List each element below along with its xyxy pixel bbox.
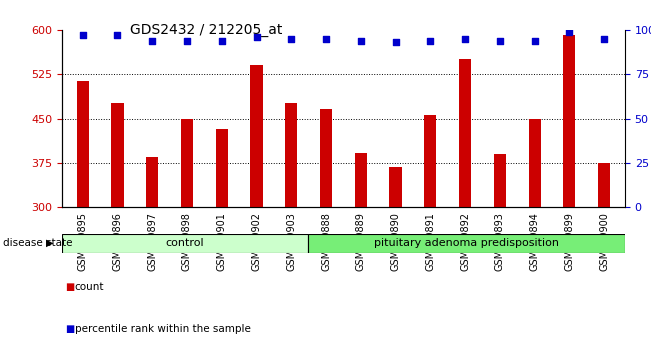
Text: count: count xyxy=(75,282,104,292)
Text: percentile rank within the sample: percentile rank within the sample xyxy=(75,324,251,334)
Bar xyxy=(146,157,158,207)
Point xyxy=(460,36,470,42)
Bar xyxy=(285,103,298,207)
Point xyxy=(425,38,436,44)
Point xyxy=(599,36,609,42)
Bar xyxy=(320,109,332,207)
Bar xyxy=(251,65,262,207)
Bar xyxy=(77,81,89,207)
Point xyxy=(495,38,505,44)
Point xyxy=(355,38,366,44)
Text: ■: ■ xyxy=(65,282,74,292)
Point xyxy=(251,34,262,40)
Bar xyxy=(215,129,228,207)
Point xyxy=(286,36,296,42)
Point xyxy=(112,33,122,38)
Point xyxy=(391,40,401,45)
Bar xyxy=(493,154,506,207)
Text: disease state: disease state xyxy=(3,238,73,248)
Point xyxy=(182,38,192,44)
Bar xyxy=(459,59,471,207)
Text: pituitary adenoma predisposition: pituitary adenoma predisposition xyxy=(374,238,559,249)
Point xyxy=(564,29,575,35)
Bar xyxy=(389,167,402,207)
Point xyxy=(77,33,88,38)
Bar xyxy=(598,163,610,207)
Bar xyxy=(563,35,575,207)
Bar xyxy=(181,119,193,207)
Point xyxy=(529,38,540,44)
Bar xyxy=(529,119,541,207)
Bar xyxy=(111,103,124,207)
Bar xyxy=(424,115,436,207)
Text: GDS2432 / 212205_at: GDS2432 / 212205_at xyxy=(130,23,283,37)
Bar xyxy=(308,234,625,253)
Text: ▶: ▶ xyxy=(46,238,53,248)
Bar xyxy=(355,153,367,207)
Text: control: control xyxy=(166,238,204,249)
Point xyxy=(147,38,158,44)
Bar xyxy=(62,234,308,253)
Text: ■: ■ xyxy=(65,324,74,334)
Point xyxy=(217,38,227,44)
Point xyxy=(321,36,331,42)
